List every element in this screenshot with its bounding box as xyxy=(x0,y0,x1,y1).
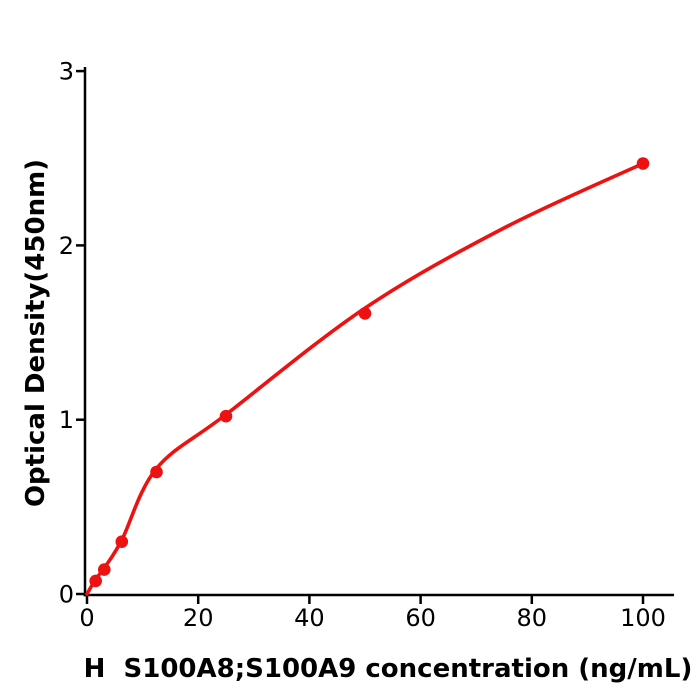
y-axis-title: Optical Density(450nm) xyxy=(21,159,51,507)
data-point-dot xyxy=(89,574,102,588)
x-tick-label: 0 xyxy=(79,604,94,632)
data-point-dot xyxy=(150,465,163,479)
data-point-dot xyxy=(219,409,233,423)
x-tick-label: 20 xyxy=(183,604,214,632)
y-tick-label: 1 xyxy=(59,406,74,434)
x-tick-label: 100 xyxy=(620,604,666,632)
y-tick-label: 2 xyxy=(59,232,74,260)
fit-curve-line xyxy=(85,161,645,596)
x-tick-label: 80 xyxy=(517,604,548,632)
axes-layer xyxy=(83,67,674,597)
x-tick-label: 60 xyxy=(405,604,436,632)
data-point-dot xyxy=(115,535,129,548)
data-point-dot xyxy=(358,307,372,320)
x-tick-label: 40 xyxy=(294,604,325,632)
data-point-dot xyxy=(98,563,111,576)
x-axis-title: H S100A8;S100A9 concentration (ng/mL) xyxy=(84,654,693,684)
ticks-layer: 0 20 40 60 80 100 0 1 2 3 xyxy=(59,58,666,632)
series-layer xyxy=(85,157,650,596)
data-point-dot xyxy=(636,157,650,170)
y-tick-label: 0 xyxy=(59,581,74,609)
y-tick-label: 3 xyxy=(59,58,74,86)
